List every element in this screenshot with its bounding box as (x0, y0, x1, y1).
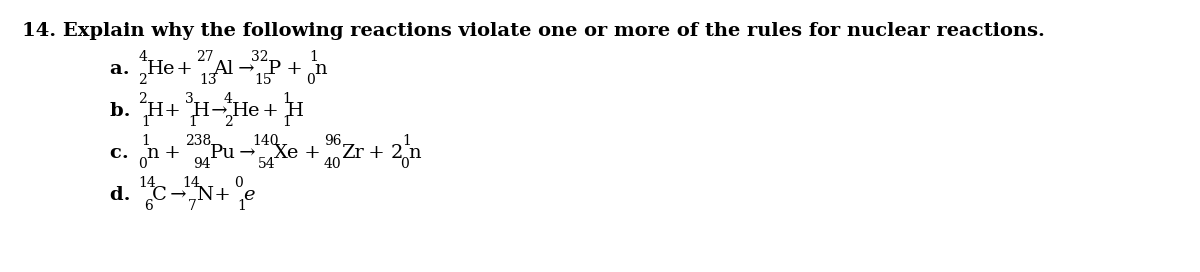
Text: 1: 1 (403, 134, 412, 148)
Text: e: e (242, 186, 254, 204)
Text: n: n (146, 144, 160, 162)
Text: 1: 1 (282, 115, 290, 129)
Text: 1: 1 (310, 50, 318, 64)
Text: 4: 4 (224, 92, 233, 106)
Text: 27: 27 (197, 50, 214, 64)
Text: +: + (298, 144, 326, 162)
Text: N: N (197, 186, 214, 204)
Text: 0: 0 (234, 176, 244, 190)
Text: →: → (205, 102, 228, 120)
Text: 0: 0 (138, 157, 148, 171)
Text: a.: a. (110, 60, 137, 78)
Text: He: He (233, 102, 260, 120)
Text: →: → (233, 60, 254, 78)
Text: 40: 40 (324, 157, 342, 171)
Text: Pu: Pu (210, 144, 235, 162)
Text: +: + (158, 102, 187, 120)
Text: + 2: + 2 (361, 144, 403, 162)
Text: H: H (193, 102, 210, 120)
Text: 4: 4 (138, 50, 148, 64)
Text: 6: 6 (144, 199, 152, 213)
Text: 1: 1 (188, 115, 197, 129)
Text: +: + (208, 186, 238, 204)
Text: +: + (280, 60, 308, 78)
Text: →: → (233, 144, 256, 162)
Text: 13: 13 (199, 73, 217, 87)
Text: 1: 1 (238, 199, 246, 213)
Text: 14. Explain why the following reactions violate one or more of the rules for nuc: 14. Explain why the following reactions … (22, 22, 1045, 40)
Text: Xe: Xe (274, 144, 300, 162)
Text: 0: 0 (400, 157, 408, 171)
Text: +: + (170, 60, 199, 78)
Text: 0: 0 (306, 73, 314, 87)
Text: 3: 3 (185, 92, 193, 106)
Text: 1: 1 (142, 134, 150, 148)
Text: n: n (314, 60, 328, 78)
Text: 7: 7 (188, 199, 197, 213)
Text: c.: c. (110, 144, 136, 162)
Text: 2: 2 (138, 73, 148, 87)
Text: d.: d. (110, 186, 137, 204)
Text: 54: 54 (258, 157, 275, 171)
Text: n: n (408, 144, 421, 162)
Text: +: + (158, 144, 187, 162)
Text: 2: 2 (224, 115, 233, 129)
Text: 32: 32 (251, 50, 269, 64)
Text: →: → (163, 186, 186, 204)
Text: 94: 94 (193, 157, 211, 171)
Text: 1: 1 (282, 92, 290, 106)
Text: 96: 96 (324, 134, 342, 148)
Text: b.: b. (110, 102, 137, 120)
Text: 238: 238 (185, 134, 211, 148)
Text: 15: 15 (254, 73, 272, 87)
Text: 1: 1 (142, 115, 150, 129)
Text: 14: 14 (182, 176, 200, 190)
Text: +: + (256, 102, 284, 120)
Text: 14: 14 (138, 176, 156, 190)
Text: He: He (146, 60, 175, 78)
Text: Zr: Zr (341, 144, 364, 162)
Text: C: C (152, 186, 167, 204)
Text: Al: Al (214, 60, 234, 78)
Text: P: P (268, 60, 281, 78)
Text: H: H (287, 102, 305, 120)
Text: 140: 140 (252, 134, 278, 148)
Text: 2: 2 (138, 92, 148, 106)
Text: H: H (146, 102, 163, 120)
